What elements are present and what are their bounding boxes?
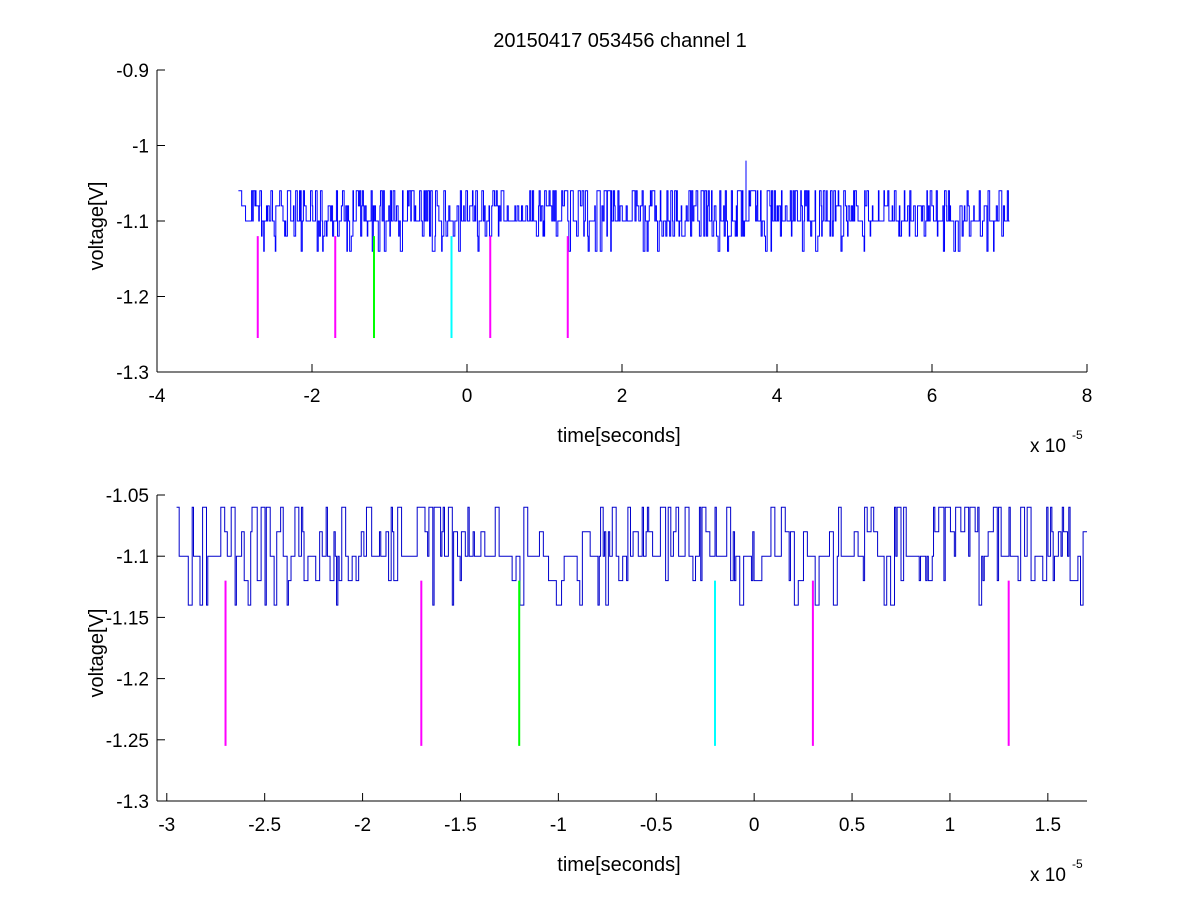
x-axis-label: time[seconds] (557, 854, 680, 876)
x-tick-label: -4 (149, 386, 166, 407)
x-tick-label: 2 (617, 386, 628, 407)
y-tick-label: -1.3 (116, 363, 149, 384)
y-tick-label: -1.05 (106, 486, 149, 507)
y-tick-label: -1.3 (116, 792, 149, 813)
y-tick-label: -1.25 (106, 731, 149, 752)
y-tick-label: -0.9 (116, 61, 149, 82)
x-tick-label: -2 (354, 815, 371, 836)
x-tick-label: 8 (1082, 386, 1093, 407)
x-multiplier-label: x 10 (1030, 436, 1066, 457)
x-tick-label: 0.5 (839, 815, 865, 836)
x-tick-label: 6 (927, 386, 938, 407)
x-tick-label: -1 (550, 815, 567, 836)
x-tick-label: -0.5 (640, 815, 673, 836)
y-tick-label: -1.1 (116, 547, 149, 568)
plot-top: -4 -2 0 2 4 6 8 -1.3 -1.2 -1.1 -1 -0.9 time[seconds]… (86, 61, 1092, 457)
y-tick-label: -1.1 (116, 212, 149, 233)
y-tick-label: -1.15 (106, 608, 149, 629)
x-tick-label: -3 (158, 815, 175, 836)
x-multiplier-exponent: -5 (1072, 857, 1083, 871)
y-tick-label: -1.2 (116, 288, 149, 309)
x-tick-label: 0 (749, 815, 760, 836)
x-tick-label: -2 (304, 386, 321, 407)
x-tick-label: 0 (462, 386, 473, 407)
x-axis-label: time[seconds] (557, 425, 680, 447)
y-tick-label: -1 (132, 137, 149, 158)
x-multiplier-label: x 10 (1030, 865, 1066, 886)
x-tick-label: -1.5 (444, 815, 477, 836)
y-axis-label: voltage[V] (86, 609, 108, 698)
voltage-trace (238, 190, 1010, 252)
x-tick-label: -2.5 (248, 815, 281, 836)
y-tick-label: -1.2 (116, 670, 149, 691)
x-tick-label: 4 (772, 386, 783, 407)
figure-title: 20150417 053456 channel 1 (493, 30, 747, 52)
plot-bottom: -3 -2.5 -2 -1.5 -1 -0.5 0 0.5 1 1.5 -1.3 -1.25 -1.2 -… (86, 486, 1087, 886)
y-axis-label: voltage[V] (86, 182, 108, 271)
voltage-trace (176, 506, 1087, 606)
x-tick-label: 1.5 (1035, 815, 1061, 836)
x-multiplier-exponent: -5 (1072, 428, 1083, 442)
x-tick-label: 1 (945, 815, 956, 836)
